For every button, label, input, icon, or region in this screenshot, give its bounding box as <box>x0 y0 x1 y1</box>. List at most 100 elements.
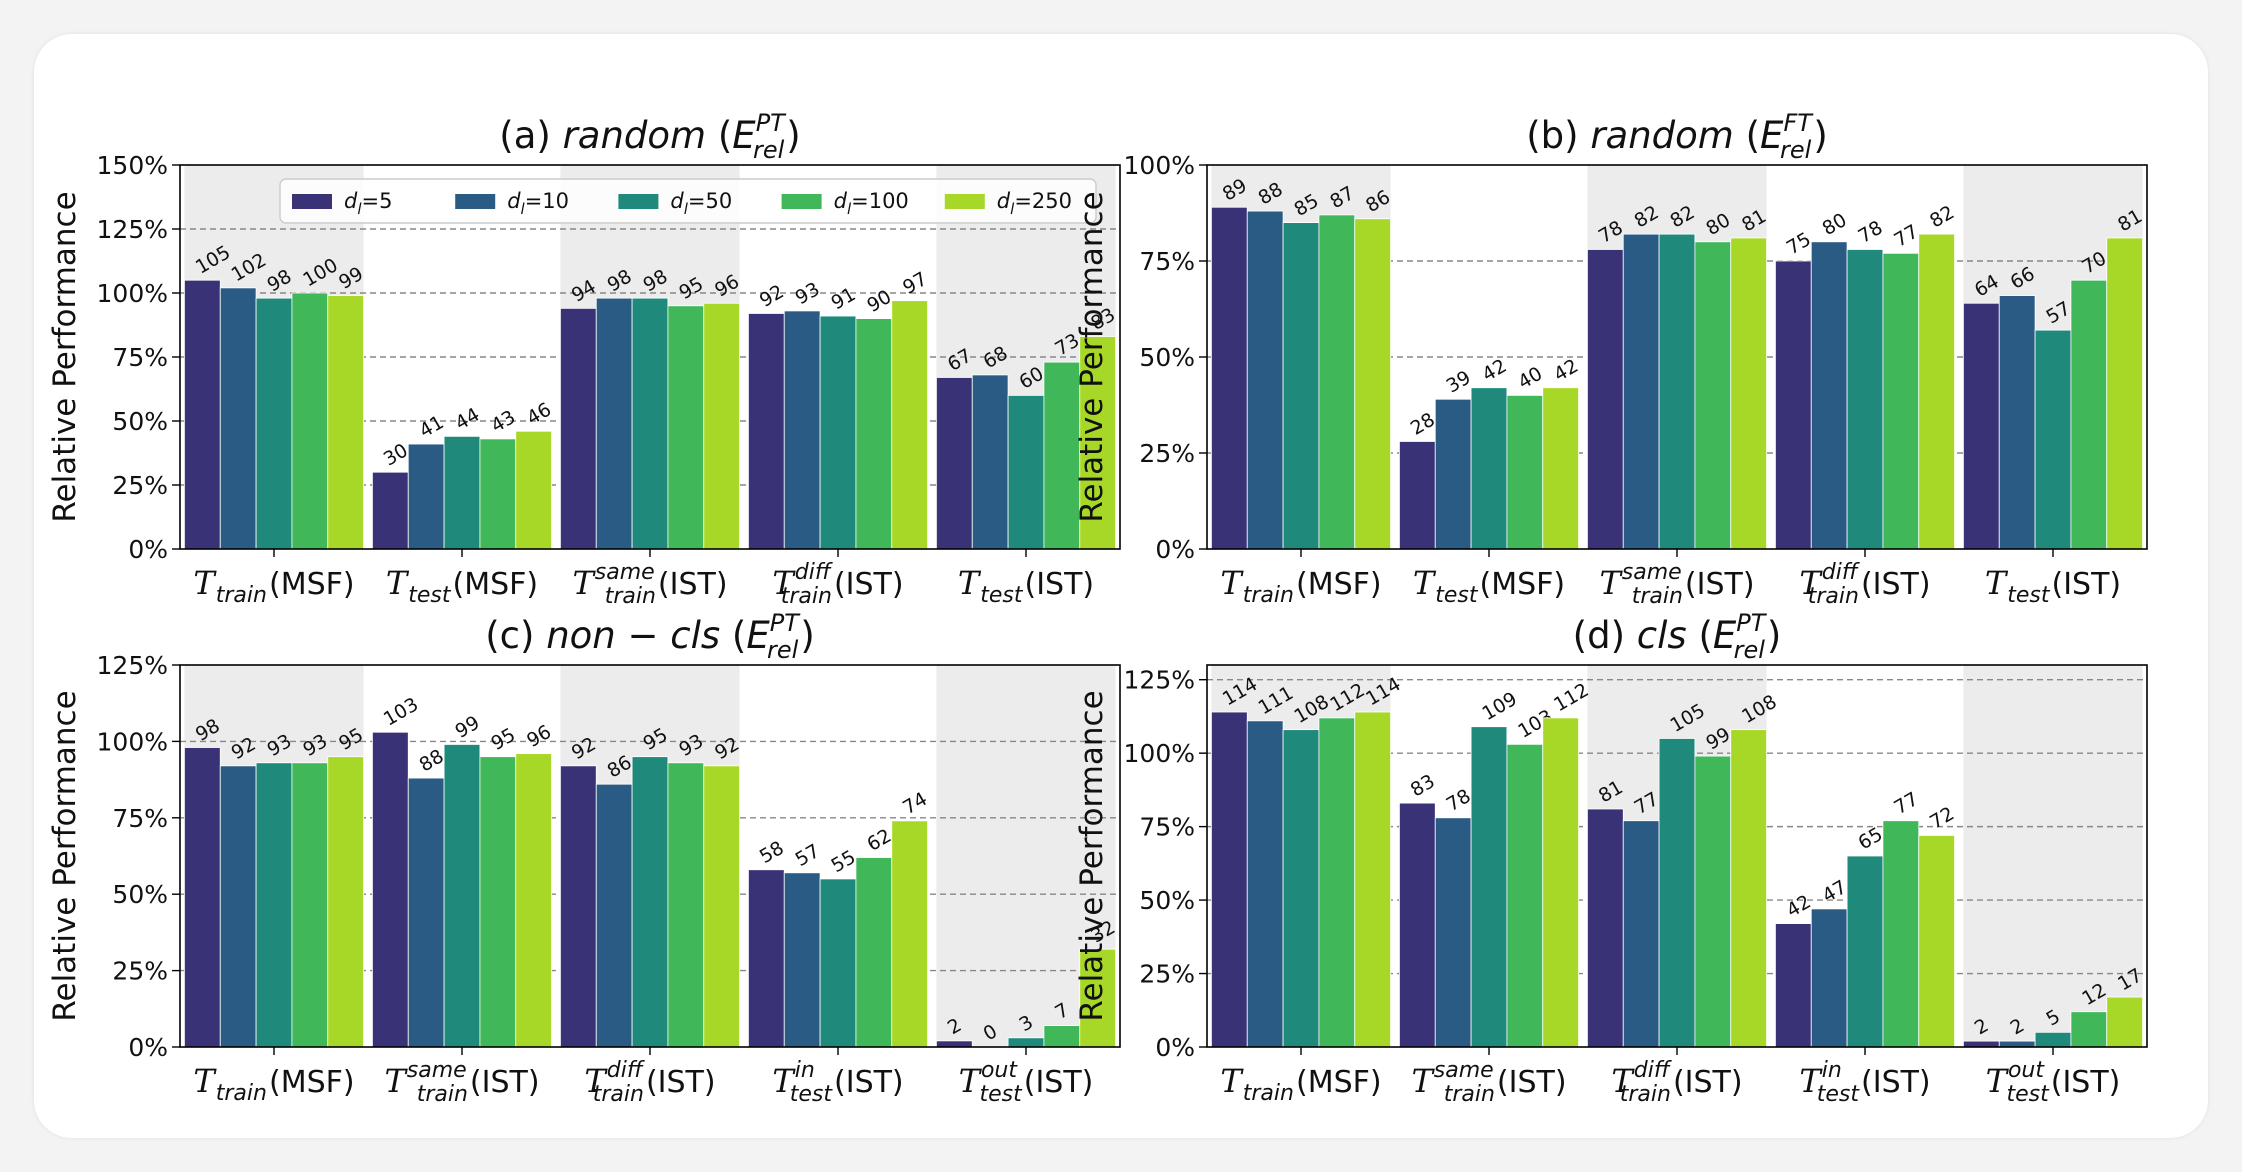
bar-a-4-4 <box>1079 336 1116 550</box>
bar-b-1-0 <box>1399 441 1436 550</box>
data-label: 65 <box>1855 823 1887 854</box>
bar-a-0-2 <box>255 297 293 550</box>
bar-d-4-3 <box>2070 1011 2108 1048</box>
chart-title: (d) cls (EPT rel) <box>1573 609 1782 664</box>
bar-d-0-4 <box>1354 711 1391 1048</box>
data-label: 91 <box>828 283 860 314</box>
bar-a-0-4 <box>327 295 364 550</box>
bar-d-1-0 <box>1399 802 1436 1048</box>
y-tick-label: 75% <box>112 804 168 833</box>
data-label: 78 <box>1855 217 1887 248</box>
bar-a-0-1 <box>219 287 257 550</box>
bar-b-3-0 <box>1775 260 1812 550</box>
y-tick-label: 25% <box>112 471 168 500</box>
bar-d-0-0 <box>1211 711 1248 1048</box>
data-label: 40 <box>1514 363 1546 394</box>
y-axis-label: Relative Performance <box>47 690 83 1021</box>
bar-a-1-4 <box>515 430 552 550</box>
y-tick-label: 50% <box>1139 886 1195 915</box>
data-label: 97 <box>899 268 931 299</box>
x-tick-label: Ttest(MSF) <box>386 564 538 608</box>
bar-c-0-2 <box>255 762 293 1048</box>
data-label: 42 <box>1550 355 1582 386</box>
data-label: 80 <box>1819 209 1851 240</box>
bar-b-4-1 <box>1998 295 2036 550</box>
x-tick-label: Ttrain(MSF) <box>193 564 354 608</box>
x-tick-label: Tsame train(IST) <box>1411 1058 1566 1107</box>
x-tick-label: Tdiff train(IST) <box>772 560 903 609</box>
y-tick-label: 25% <box>1139 960 1195 989</box>
x-tick-label: Ttest(MSF) <box>1413 564 1565 608</box>
bar-c-4-3 <box>1043 1025 1081 1048</box>
x-tick-label: Tout test(IST) <box>1986 1058 2121 1107</box>
bar-d-1-3 <box>1506 743 1544 1048</box>
bar-b-0-2 <box>1282 222 1320 550</box>
bar-b-1-1 <box>1434 398 1472 550</box>
data-label: 78 <box>1443 785 1475 816</box>
bar-b-3-4 <box>1918 233 1955 550</box>
bar-c-4-2 <box>1007 1037 1045 1048</box>
bar-d-0-2 <box>1282 729 1320 1048</box>
bar-a-2-0 <box>560 307 597 550</box>
bar-c-3-1 <box>783 872 821 1048</box>
data-label: 83 <box>1407 770 1439 801</box>
y-tick-label: 75% <box>1139 813 1195 842</box>
bar-d-0-1 <box>1246 720 1284 1048</box>
x-tick-label: Tin test(IST) <box>772 1058 903 1107</box>
legend-box <box>279 178 1097 224</box>
bar-c-0-4 <box>327 756 364 1048</box>
legend-entry: dl=5 <box>344 189 392 218</box>
data-label: 41 <box>416 411 448 442</box>
data-label: 109 <box>1479 688 1521 725</box>
bar-d-3-3 <box>1882 820 1920 1048</box>
data-label: 58 <box>756 837 788 868</box>
bar-c-2-1 <box>595 783 633 1048</box>
y-axis-label: Relative Performance <box>1074 191 1110 522</box>
y-tick-label: 75% <box>1139 247 1195 276</box>
data-label: 88 <box>416 745 448 776</box>
x-tick-label: Tout test(IST) <box>959 1058 1094 1107</box>
bar-b-4-3 <box>2070 279 2108 550</box>
x-tick-label: Tsame train(IST) <box>1599 560 1754 609</box>
legend-entry: dl=10 <box>507 189 569 218</box>
data-label: 57 <box>792 840 824 871</box>
category-band <box>1963 665 2143 1047</box>
bar-b-1-4 <box>1542 387 1579 550</box>
bar-c-2-4 <box>703 765 740 1048</box>
bar-b-0-4 <box>1354 218 1391 550</box>
bar-b-0-0 <box>1211 206 1248 550</box>
bar-d-4-2 <box>2034 1031 2072 1048</box>
legend-swatch <box>781 194 822 209</box>
bar-d-2-1 <box>1622 820 1660 1048</box>
bar-b-3-1 <box>1810 241 1848 550</box>
bar-d-3-4 <box>1918 835 1955 1048</box>
bar-b-2-3 <box>1694 241 1732 550</box>
bar-d-4-1 <box>1998 1040 2036 1048</box>
y-tick-label: 100% <box>97 279 168 308</box>
data-label: 42 <box>1479 355 1511 386</box>
legend-entry: dl=250 <box>997 189 1072 218</box>
y-axis-label: Relative Performance <box>47 191 83 522</box>
data-label: 46 <box>523 398 555 429</box>
bar-a-1-0 <box>372 471 409 550</box>
bar-c-1-4 <box>515 753 552 1048</box>
bar-a-2-3 <box>667 305 705 550</box>
legend-swatch <box>944 194 985 209</box>
chart-title: (b) random (EFT rel) <box>1526 109 1828 164</box>
bar-a-1-3 <box>479 438 517 550</box>
bar-c-4-4 <box>1079 948 1116 1048</box>
bar-c-3-3 <box>855 857 893 1048</box>
y-tick-label: 125% <box>97 215 168 244</box>
x-tick-label: Tsame train(IST) <box>384 1058 539 1107</box>
data-label: 112 <box>1550 679 1592 716</box>
bar-a-3-2 <box>819 315 857 550</box>
bar-d-2-4 <box>1730 729 1767 1048</box>
bar-a-1-1 <box>407 443 445 550</box>
data-label: 95 <box>487 724 519 755</box>
bar-b-2-2 <box>1658 233 1696 550</box>
data-label: 55 <box>828 846 860 877</box>
data-label: 72 <box>1926 803 1958 834</box>
legend-swatch <box>618 194 659 209</box>
